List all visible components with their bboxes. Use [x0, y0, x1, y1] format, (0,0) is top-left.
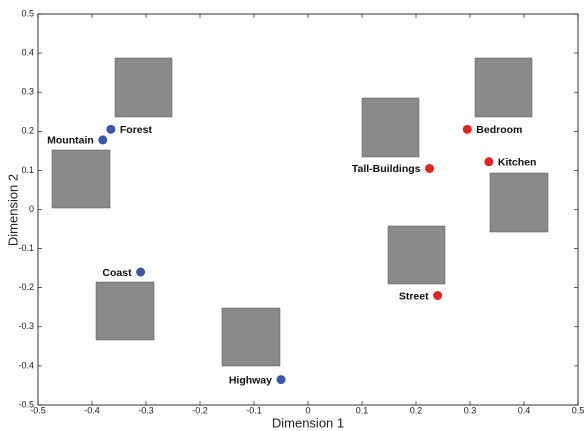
street-photo: [388, 226, 445, 284]
y-tick-label: -0.3: [18, 321, 34, 331]
x-axis-title: Dimension 1: [272, 415, 344, 430]
y-tick-label: -0.1: [18, 243, 34, 253]
tall-buildings-photo: [362, 98, 419, 157]
x-tick-label: -0.2: [192, 405, 208, 415]
point-label: Coast: [102, 267, 132, 279]
point-label: Kitchen: [498, 157, 537, 169]
coast-photo: [96, 282, 154, 340]
point: [425, 164, 434, 173]
highway-photo: [222, 308, 280, 366]
y-tick-label: -0.5: [18, 399, 34, 409]
x-tick-label: -0.1: [246, 405, 262, 415]
y-tick-label: 0.5: [21, 8, 34, 18]
y-tick-label: 0.1: [21, 165, 34, 175]
kitchen-photo: [490, 173, 548, 232]
mountain-photo: [52, 150, 110, 208]
point: [106, 125, 115, 134]
point-label: Highway: [229, 374, 272, 386]
point-label: Tall-Buildings: [352, 163, 421, 175]
point: [484, 157, 493, 166]
x-tick-label: 0.1: [356, 405, 369, 415]
point: [433, 291, 442, 300]
y-tick-label: 0.2: [21, 126, 34, 136]
photos: [52, 58, 548, 366]
y-axis-title: Dimension 2: [5, 174, 20, 246]
point-label: Mountain: [47, 135, 94, 147]
point-label: Bedroom: [476, 124, 522, 136]
chart: Dimension 1 Dimension 2 -0.5 -0.4 -0.3 -0.2…: [0, 0, 584, 431]
x-tick-label: 0.4: [518, 405, 531, 415]
point: [277, 375, 286, 384]
point-label: Forest: [120, 124, 153, 136]
x-tick-label: 0: [305, 405, 310, 415]
forest-photo: [115, 58, 172, 117]
point: [463, 125, 472, 134]
x-tick-label: -0.4: [84, 405, 100, 415]
x-tick-label: 0.3: [464, 405, 477, 415]
y-tick-label: -0.4: [18, 360, 34, 370]
point: [136, 268, 145, 277]
y-tick-label: 0: [29, 204, 34, 214]
point: [98, 135, 107, 144]
bedroom-photo: [475, 58, 532, 117]
x-tick-label: 0.5: [572, 405, 584, 415]
y-tick-label: 0.4: [21, 47, 34, 57]
y-tick-label: 0.3: [21, 87, 34, 97]
x-tick-label: 0.2: [410, 405, 423, 415]
point-label: Street: [399, 290, 429, 302]
x-tick-label: -0.3: [138, 405, 154, 415]
y-tick-label: -0.2: [18, 282, 34, 292]
